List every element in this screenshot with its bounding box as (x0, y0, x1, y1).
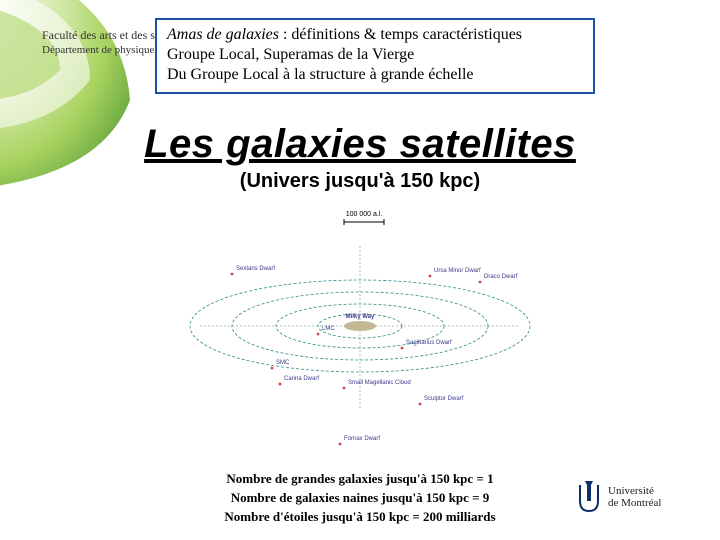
slide: Faculté des arts et des sciences Départe… (0, 0, 720, 540)
satellite-dot (279, 383, 282, 386)
satellite-dot (317, 333, 320, 336)
satellite-dot (419, 403, 422, 406)
logo-text-line2: de Montréal (608, 498, 661, 510)
logo-text: Université de Montréal (608, 486, 661, 509)
nav-box: Amas de galaxies : définitions & temps c… (155, 18, 595, 94)
scale-label: 100 000 a.l. (346, 211, 383, 218)
slide-subtitle: (Univers jusqu'à 150 kpc) (0, 170, 720, 193)
satellite-dot (479, 281, 482, 284)
center-label: Milky Way (346, 314, 375, 320)
satellite-dot (231, 273, 234, 276)
nav-line-1-rest: : définitions & temps caractéristiques (279, 26, 522, 43)
department-label: Département de physique (42, 44, 154, 56)
satellite-dot (401, 347, 404, 350)
satellite-label: Carina Dwarf (284, 376, 319, 382)
university-logo: Université de Montréal (576, 476, 696, 520)
nav-line-1: Amas de galaxies : définitions & temps c… (167, 26, 583, 44)
satellite-dot (339, 443, 342, 446)
satellite-diagram: 100 000 a.l. Milky Way Sextans Dwarf Ursa… (170, 208, 550, 464)
logo-mark-icon (576, 481, 602, 515)
nav-line-3: Du Groupe Local à la structure à grande … (167, 66, 583, 84)
slide-title: Les galaxies satellites (0, 122, 720, 167)
satellite-dot (271, 367, 274, 370)
nav-line-2: Groupe Local, Superamas de la Vierge (167, 46, 583, 64)
satellite-dot (429, 275, 432, 278)
satellite-label: Draco Dwarf (484, 274, 518, 280)
satellite-label: Fornax Dwarf (344, 436, 380, 442)
satellite-label: Ursa Minor Dwarf (434, 268, 481, 274)
nav-line-1-emph: Amas de galaxies (167, 26, 279, 43)
satellite-label: Sculptor Dwarf (424, 396, 464, 402)
satellite-label: Small Magellanic Cloud (348, 380, 411, 386)
satellite-label: Sextans Dwarf (236, 266, 275, 272)
satellite-label: LMC (322, 326, 335, 332)
satellite-label: Sagittarius Dwarf (406, 340, 452, 346)
satellite-label: SMC (276, 360, 290, 366)
satellite-dot (343, 387, 346, 390)
